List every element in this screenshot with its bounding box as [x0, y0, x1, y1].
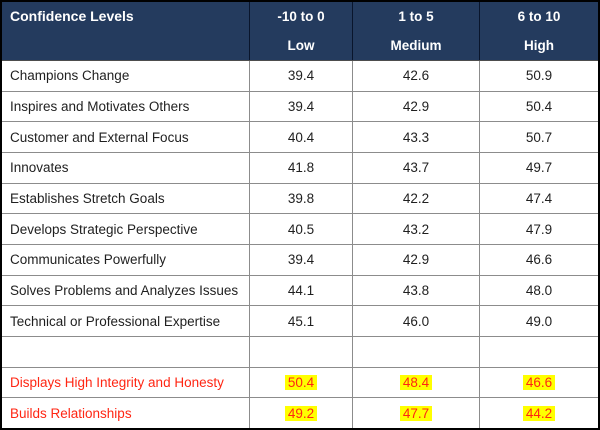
- highlighted-value: 48.4: [399, 375, 433, 391]
- highlighted-value: 46.6: [522, 375, 556, 391]
- header-col-high: 6 to 10 High: [480, 2, 598, 60]
- row-label: Inspires and Motivates Others: [2, 91, 250, 122]
- row-value: 49.7: [525, 160, 553, 176]
- row-value: 50.7: [525, 129, 553, 145]
- header-col-medium: 1 to 5 Medium: [353, 2, 480, 60]
- header-range-label: -10 to 0: [277, 9, 325, 24]
- row-value: 42.2: [353, 183, 480, 214]
- table-row: Displays High Integrity and Honesty 50.4 4…: [2, 366, 598, 398]
- row-value: 46.0: [353, 306, 480, 337]
- row-value: 41.8: [250, 153, 353, 183]
- row-value: 42.6: [353, 61, 480, 91]
- row-label: Builds Relationships: [2, 398, 250, 429]
- row-label: Develops Strategic Perspective: [2, 214, 250, 245]
- table-row: Builds Relationships 49.2 47.7 44.2: [2, 397, 598, 429]
- row-value: 43.3: [353, 122, 480, 153]
- highlighted-value: 49.2: [284, 405, 318, 421]
- row-value: 47.9: [525, 221, 553, 237]
- row-value: 46.6: [480, 368, 598, 398]
- highlighted-value: 44.2: [522, 405, 556, 421]
- header-title-cell: Confidence Levels: [2, 2, 250, 60]
- row-value: 44.2: [480, 398, 598, 428]
- header-range-label: 6 to 10: [517, 9, 561, 24]
- row-value: 39.8: [250, 183, 353, 214]
- row-value: 47.4: [525, 191, 553, 207]
- row-value: [353, 337, 480, 367]
- table-row: Customer and External Focus 40.4 43.3 50.7: [2, 121, 598, 153]
- table-row: Establishes Stretch Goals 39.8 42.2 47.4: [2, 182, 598, 214]
- table-title: Confidence Levels: [10, 8, 134, 24]
- row-value: 50.9: [525, 68, 553, 84]
- row-label: Displays High Integrity and Honesty: [2, 367, 250, 398]
- row-value: 50.4: [525, 99, 553, 114]
- row-label: Technical or Professional Expertise: [2, 306, 250, 337]
- row-value: 44.1: [250, 275, 353, 306]
- table-row: Develops Strategic Perspective 40.5 43.2 47…: [2, 213, 598, 245]
- row-label: Innovates: [2, 153, 250, 183]
- row-value: 39.4: [250, 91, 353, 122]
- table-row: Communicates Powerfully 39.4 42.9 46.6: [2, 244, 598, 275]
- table-row: Solves Problems and Analyzes Issues 44.1 4…: [2, 274, 598, 306]
- row-value: 42.9: [353, 91, 480, 122]
- table-row: [2, 336, 598, 367]
- table-body: Champions Change 39.4 42.6 50.9 Inspires and…: [2, 61, 598, 429]
- row-value: 50.4: [250, 367, 353, 398]
- row-value: 39.4: [250, 61, 353, 91]
- table-row: Champions Change 39.4 42.6 50.9: [2, 61, 598, 91]
- header-level-label: High: [524, 38, 554, 53]
- row-value: 46.6: [525, 252, 553, 268]
- highlighted-value: 47.7: [399, 405, 433, 421]
- header-col-low: -10 to 0 Low: [250, 2, 353, 60]
- row-value: 39.4: [250, 245, 353, 275]
- row-value: 48.0: [525, 283, 553, 299]
- row-value: 48.4: [353, 367, 480, 398]
- row-value: 47.7: [353, 398, 480, 429]
- table-row: Innovates 41.8 43.7 49.7: [2, 152, 598, 183]
- highlighted-value: 50.4: [284, 375, 318, 391]
- row-value: 43.2: [353, 214, 480, 245]
- table-row: Technical or Professional Expertise 45.1 4…: [2, 305, 598, 337]
- row-value: 40.4: [250, 122, 353, 153]
- header-level-label: Low: [287, 38, 315, 53]
- table-header: Confidence Levels -10 to 0 Low 1 to 5 Me…: [2, 2, 598, 61]
- row-value: 42.9: [353, 245, 480, 275]
- table-row: Inspires and Motivates Others 39.4 42.9 50.…: [2, 90, 598, 122]
- row-value: 49.2: [250, 398, 353, 429]
- row-value: 40.5: [250, 214, 353, 245]
- row-label: Establishes Stretch Goals: [2, 183, 250, 214]
- row-value: [480, 337, 598, 367]
- row-value: 43.8: [353, 275, 480, 306]
- row-label: [2, 337, 250, 367]
- row-value: [250, 337, 353, 367]
- row-value: 45.1: [250, 306, 353, 337]
- row-label: Solves Problems and Analyzes Issues: [2, 275, 250, 306]
- header-level-label: Medium: [390, 38, 442, 53]
- row-label: Champions Change: [2, 61, 250, 91]
- row-value: 49.0: [525, 313, 553, 329]
- row-value: 43.7: [353, 153, 480, 183]
- header-range-label: 1 to 5: [398, 9, 434, 24]
- row-label: Customer and External Focus: [2, 122, 250, 153]
- row-label: Communicates Powerfully: [2, 245, 250, 275]
